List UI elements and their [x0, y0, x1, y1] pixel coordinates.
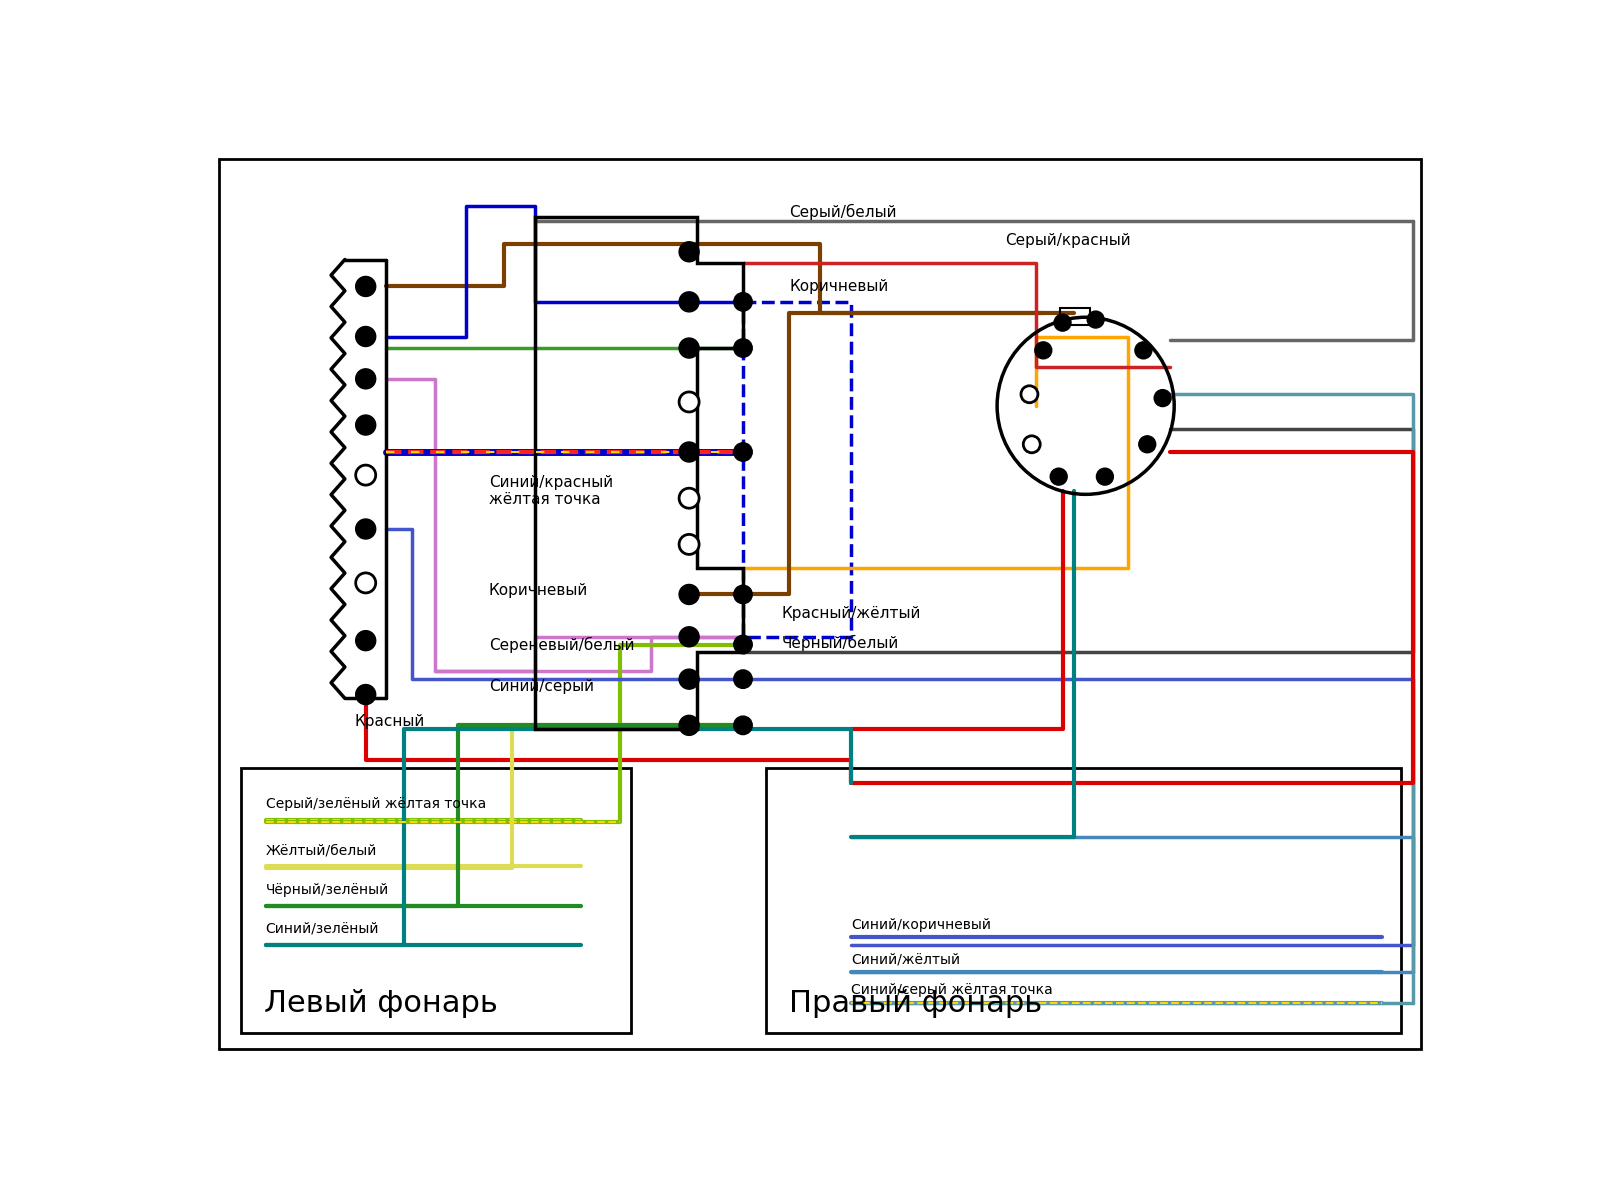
Circle shape: [734, 443, 752, 461]
Text: Красный/жёлтый: Красный/жёлтый: [781, 606, 922, 622]
Bar: [1061, 308, 1090, 325]
Text: Чёрный/зелёный: Чёрный/зелёный: [266, 883, 389, 898]
Circle shape: [1050, 468, 1067, 485]
Text: Синий/серый: Синий/серый: [490, 679, 594, 694]
Text: Чёрный/белый: Чёрный/белый: [781, 635, 899, 652]
Circle shape: [1139, 436, 1155, 452]
Text: Синий/коричневый: Синий/коричневый: [851, 918, 990, 932]
Circle shape: [1035, 342, 1051, 359]
Circle shape: [355, 276, 376, 296]
Circle shape: [355, 518, 376, 539]
Circle shape: [678, 392, 699, 412]
Circle shape: [678, 488, 699, 509]
Circle shape: [355, 415, 376, 436]
Text: Сереневый/белый: Сереневый/белый: [490, 637, 635, 653]
Circle shape: [678, 338, 699, 358]
Circle shape: [355, 326, 376, 347]
Text: Коричневый: Коричневый: [490, 583, 589, 598]
Circle shape: [678, 715, 699, 736]
Circle shape: [678, 626, 699, 647]
Text: Синий/зелёный: Синий/зелёный: [266, 922, 379, 936]
Circle shape: [355, 572, 376, 593]
Bar: [242, 768, 632, 1033]
Circle shape: [357, 685, 374, 703]
Circle shape: [734, 670, 752, 689]
Text: Синий/красный
жёлтая точка: Синий/красный жёлтая точка: [490, 475, 613, 508]
Circle shape: [355, 466, 376, 485]
Circle shape: [678, 442, 699, 462]
Circle shape: [357, 328, 374, 346]
Text: Синий/серый жёлтая точка: Синий/серый жёлтая точка: [851, 983, 1053, 997]
Text: Левый фонарь: Левый фонарь: [264, 989, 498, 1018]
Circle shape: [678, 584, 699, 605]
Circle shape: [355, 684, 376, 704]
Circle shape: [1054, 314, 1070, 331]
Circle shape: [678, 292, 699, 312]
Circle shape: [1021, 385, 1038, 403]
Circle shape: [1096, 468, 1114, 485]
Text: Синий/жёлтый: Синий/жёлтый: [851, 953, 960, 966]
Circle shape: [734, 716, 752, 734]
Circle shape: [357, 370, 374, 388]
Circle shape: [734, 293, 752, 311]
Circle shape: [678, 670, 699, 689]
Circle shape: [678, 534, 699, 554]
Bar: [766, 768, 1402, 1033]
Circle shape: [1134, 342, 1152, 359]
Circle shape: [355, 368, 376, 389]
Text: Коричневый: Коричневый: [789, 278, 888, 294]
Circle shape: [678, 241, 699, 262]
Text: Правый фонарь: Правый фонарь: [789, 989, 1043, 1018]
Circle shape: [734, 338, 752, 358]
Circle shape: [357, 416, 374, 434]
Text: Серый/красный: Серый/красный: [1005, 233, 1131, 247]
Circle shape: [355, 631, 376, 650]
Circle shape: [357, 277, 374, 295]
Circle shape: [734, 586, 752, 604]
Text: Серый/белый: Серый/белый: [789, 204, 896, 221]
Circle shape: [1086, 311, 1104, 328]
Circle shape: [1154, 390, 1171, 407]
Circle shape: [1024, 436, 1040, 452]
Circle shape: [734, 635, 752, 654]
Text: Жёлтый/белый: Жёлтый/белый: [266, 844, 378, 857]
Text: Красный: Красный: [354, 714, 424, 728]
Text: Серый/зелёный жёлтая точка: Серый/зелёный жёлтая точка: [266, 797, 486, 811]
